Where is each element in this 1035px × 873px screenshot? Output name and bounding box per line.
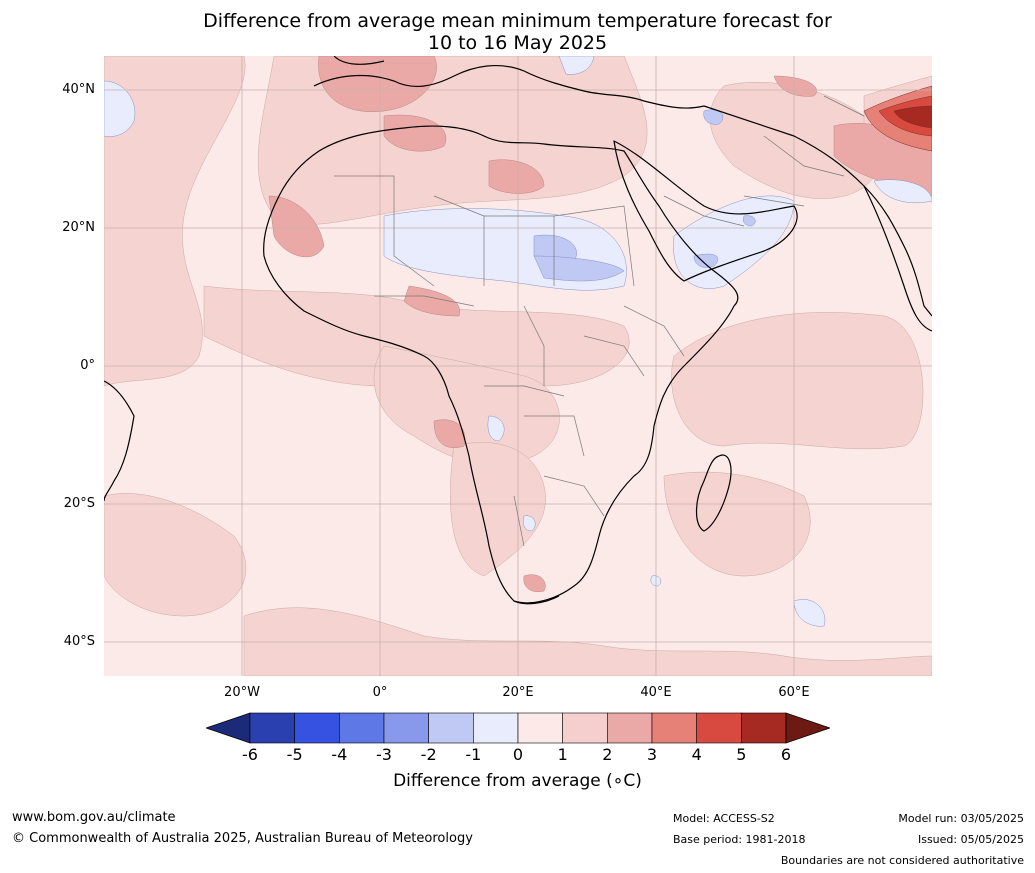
colorbar-cell bbox=[383, 712, 429, 744]
lon-label-60e: 60°E bbox=[778, 685, 810, 700]
footer-model: Model: ACCESS-S2 bbox=[673, 812, 775, 825]
temperature-anomaly-map bbox=[104, 56, 932, 676]
colorbar-extend-low bbox=[206, 712, 251, 744]
lat-label-40n: 40°N bbox=[62, 82, 95, 97]
anomaly-3-6-region bbox=[863, 85, 932, 152]
colorbar-extend-high bbox=[785, 712, 830, 744]
map-title: Difference from average mean minimum tem… bbox=[0, 10, 1035, 54]
graticule bbox=[104, 56, 932, 676]
colorbar-tick-label: 5 bbox=[736, 745, 747, 764]
colorbar-tick-label: 0 bbox=[512, 745, 524, 764]
colorbar-cell bbox=[249, 712, 295, 744]
colorbar-label: Difference from average (∘C) bbox=[393, 771, 642, 791]
title-line-1: Difference from average mean minimum tem… bbox=[203, 10, 832, 32]
footer-base-period: Base period: 1981-2018 bbox=[673, 833, 806, 846]
country-borders bbox=[334, 95, 865, 547]
footer-copyright: © Commonwealth of Australia 2025, Austra… bbox=[12, 831, 473, 846]
lon-label-40e: 40°E bbox=[640, 685, 672, 700]
colorbar-tick-label: -2 bbox=[420, 745, 437, 764]
colorbar-tick-label: 4 bbox=[691, 745, 702, 764]
footer-website[interactable]: www.bom.gov.au/climate bbox=[12, 810, 176, 825]
coastlines bbox=[104, 56, 932, 605]
footer-issued: Issued: 05/05/2025 bbox=[917, 833, 1024, 846]
colorbar-cell bbox=[562, 712, 608, 744]
lat-label-40s: 40°S bbox=[63, 634, 95, 649]
colorbar-tick-label: -4 bbox=[331, 745, 348, 764]
colorbar-cell bbox=[651, 712, 697, 744]
colorbar-tick-label: -1 bbox=[465, 745, 482, 764]
lat-label-20n: 20°N bbox=[62, 220, 95, 235]
colorbar-cell bbox=[294, 712, 340, 744]
title-line-2: 10 to 16 May 2025 bbox=[427, 32, 608, 54]
colorbar-cell bbox=[339, 712, 385, 744]
colorbar-tick-label: 6 bbox=[780, 745, 792, 764]
lon-label-20e: 20°E bbox=[502, 685, 534, 700]
colorbar-tick-label: -3 bbox=[376, 745, 392, 764]
footer-disclaimer: Boundaries are not considered authoritat… bbox=[780, 854, 1024, 867]
lat-label-20s: 20°S bbox=[63, 496, 95, 511]
footer-model-run: Model run: 03/05/2025 bbox=[898, 812, 1024, 825]
lon-label-20w: 20°W bbox=[224, 685, 260, 700]
colorbar-cell bbox=[607, 712, 653, 744]
colorbar-cell bbox=[428, 712, 474, 744]
colorbar-cell bbox=[473, 712, 519, 744]
lon-label-0: 0° bbox=[372, 685, 388, 700]
colorbar-cells bbox=[206, 712, 830, 744]
colorbar-cell bbox=[741, 712, 787, 744]
colorbar-tick-label: 3 bbox=[646, 745, 658, 764]
colorbar-tick-label: -6 bbox=[242, 745, 258, 764]
lat-label-0: 0° bbox=[80, 358, 95, 373]
colorbar-cell bbox=[696, 712, 742, 744]
colorbar-tick-label: 2 bbox=[602, 745, 613, 764]
colorbar-tick-label: 1 bbox=[557, 745, 568, 764]
colorbar bbox=[206, 712, 830, 744]
cool-anomaly-regions bbox=[104, 56, 932, 627]
colorbar-cell bbox=[517, 712, 563, 744]
colorbar-tick-label: -5 bbox=[286, 745, 303, 764]
